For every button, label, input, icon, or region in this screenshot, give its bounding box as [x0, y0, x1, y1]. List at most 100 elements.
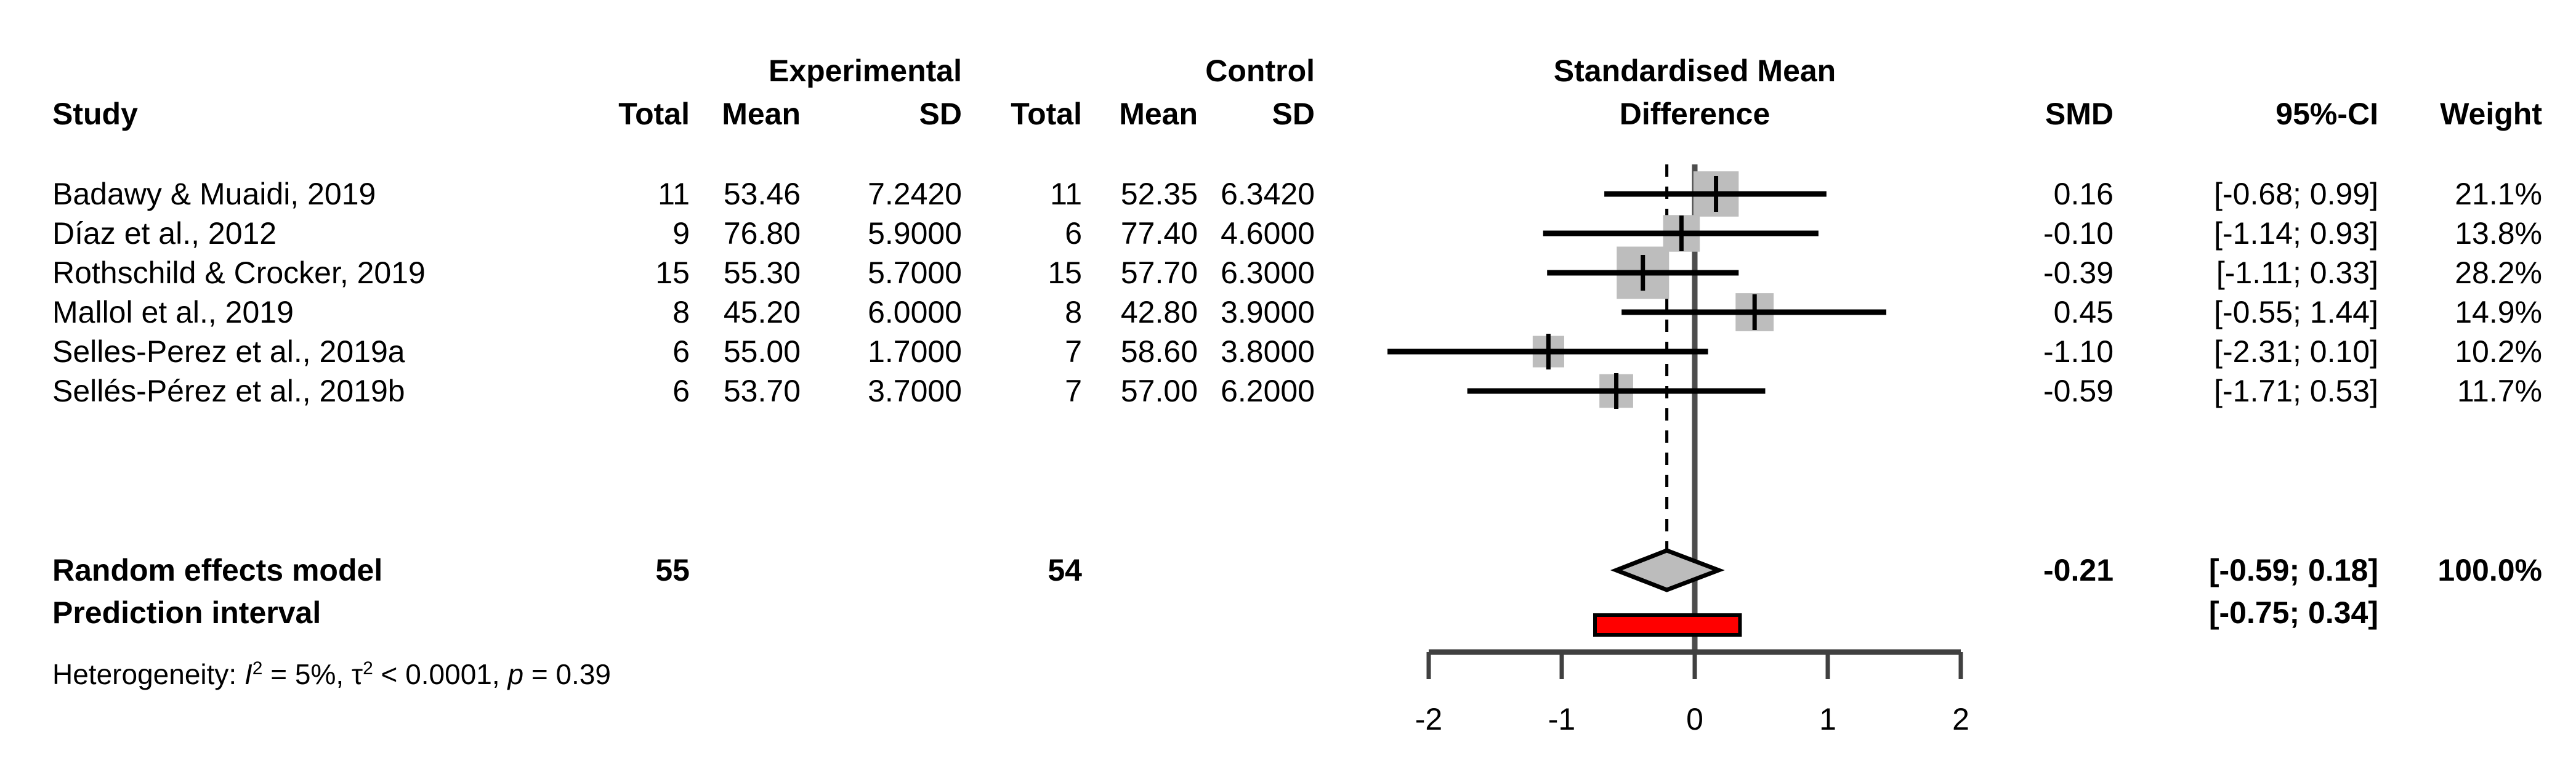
header-ctrl-sd: SD [1272, 97, 1315, 131]
pooled-smd: -0.21 [2043, 553, 2114, 587]
ctrl-total: 8 [1065, 295, 1082, 329]
ctrl-total: 6 [1065, 216, 1082, 251]
prediction-ci: [-0.75; 0.34] [2208, 595, 2378, 630]
study-row: Rothschild & Crocker, 2019 15 55.30 5.70… [0, 253, 2576, 292]
ctrl-total: 7 [1065, 334, 1082, 369]
header-exp-total: Total [618, 97, 690, 131]
ctrl-mean: 57.70 [1120, 256, 1198, 290]
axis-tick-label: 2 [1952, 702, 1969, 736]
axis-tick-label: -2 [1415, 702, 1442, 736]
ctrl-sd: 6.3000 [1221, 256, 1315, 290]
study-name: Selles-Perez et al., 2019a [52, 334, 405, 369]
weight-value: 28.2% [2455, 256, 2542, 290]
exp-mean: 55.30 [723, 256, 801, 290]
weight-value: 13.8% [2455, 216, 2542, 251]
study-name: Mallol et al., 2019 [52, 295, 294, 329]
exp-mean: 53.46 [723, 177, 801, 211]
weight-value: 14.9% [2455, 295, 2542, 329]
prediction-interval-bar [1593, 613, 1742, 637]
study-row: Selles-Perez et al., 2019a 6 55.00 1.700… [0, 332, 2576, 371]
ctrl-total: 11 [1050, 177, 1082, 211]
ci-value: [-2.31; 0.10] [2214, 334, 2378, 369]
header-effect-title-line2: Difference [1619, 97, 1770, 131]
study-row: Badawy & Muaidi, 2019 11 53.46 7.2420 11… [0, 174, 2576, 214]
het-p-value: = 0.39 [523, 658, 611, 690]
pooled-exp-total: 55 [655, 553, 690, 587]
study-row: Mallol et al., 2019 8 45.20 6.0000 8 42.… [0, 292, 2576, 332]
exp-sd: 5.7000 [868, 256, 962, 290]
header-ctrl-total: Total [1011, 97, 1082, 131]
ci-value: [-1.11; 0.33] [2216, 256, 2378, 290]
smd-value: -1.10 [2043, 334, 2114, 369]
header-control-group: Control [1205, 54, 1315, 88]
exp-total: 6 [672, 374, 690, 408]
ctrl-sd: 3.8000 [1221, 334, 1315, 369]
ctrl-mean: 57.00 [1120, 374, 1198, 408]
weight-value: 11.7% [2457, 374, 2542, 408]
header-experimental-group: Experimental [768, 54, 962, 88]
exp-total: 8 [672, 295, 690, 329]
het-tau-symbol: τ [351, 658, 363, 690]
het-i-value: = 5%, [262, 658, 352, 690]
exp-sd: 5.9000 [868, 216, 962, 251]
ctrl-sd: 4.6000 [1221, 216, 1315, 251]
smd-value: 0.45 [2053, 295, 2114, 329]
smd-value: -0.59 [2043, 374, 2114, 408]
study-name: Rothschild & Crocker, 2019 [52, 256, 426, 290]
axis-tick-label: 1 [1819, 702, 1836, 736]
ctrl-total: 15 [1048, 256, 1082, 290]
pooled-diamond [1610, 548, 1725, 592]
pooled-ctrl-total: 54 [1048, 553, 1082, 587]
ctrl-sd: 3.9000 [1221, 295, 1315, 329]
ci-value: [-1.71; 0.53] [2214, 374, 2378, 408]
exp-sd: 6.0000 [868, 295, 962, 329]
pooled-label: Random effects model [52, 553, 383, 587]
exp-total: 6 [672, 334, 690, 369]
het-tau-superscript: 2 [363, 658, 373, 679]
axis-tick-label: 0 [1686, 702, 1703, 736]
header-smd: SMD [2045, 97, 2114, 131]
ctrl-mean: 77.40 [1120, 216, 1198, 251]
heterogeneity-note: Heterogeneity: I2 = 5%, τ2 < 0.0001, p =… [52, 655, 611, 694]
header-columns-row: Study Total Mean SD Total Mean SD Differ… [0, 94, 2576, 134]
weight-value: 10.2% [2455, 334, 2542, 369]
ci-value: [-0.55; 1.44] [2214, 295, 2378, 329]
exp-sd: 3.7000 [868, 374, 962, 408]
weight-value: 21.1% [2455, 177, 2542, 211]
prediction-label: Prediction interval [52, 595, 321, 630]
exp-mean: 76.80 [723, 216, 801, 251]
ctrl-sd: 6.3420 [1221, 177, 1315, 211]
ctrl-sd: 6.2000 [1221, 374, 1315, 408]
header-ci: 95%-CI [2275, 97, 2378, 131]
study-name: Sellés-Pérez et al., 2019b [52, 374, 405, 408]
het-tau-value: < 0.0001, [373, 658, 508, 690]
header-ctrl-mean: Mean [1119, 97, 1198, 131]
ci-value: [-0.68; 0.99] [2214, 177, 2378, 211]
study-name: Badawy & Muaidi, 2019 [52, 177, 376, 211]
exp-total: 9 [672, 216, 690, 251]
exp-sd: 1.7000 [868, 334, 962, 369]
ctrl-mean: 42.80 [1120, 295, 1198, 329]
smd-value: -0.39 [2043, 256, 2114, 290]
exp-mean: 45.20 [723, 295, 801, 329]
exp-mean: 55.00 [723, 334, 801, 369]
het-p-symbol: p [507, 658, 524, 690]
het-i-symbol: I [244, 658, 252, 690]
header-exp-mean: Mean [722, 97, 801, 131]
het-i-superscript: 2 [252, 658, 263, 679]
prediction-row: Prediction interval [-0.75; 0.34] [0, 593, 2576, 632]
exp-total: 15 [655, 256, 690, 290]
axis-tick-label: -1 [1548, 702, 1575, 736]
ci-value: [-1.14; 0.93] [2214, 216, 2378, 251]
study-row: Díaz et al., 2012 9 76.80 5.9000 6 77.40… [0, 214, 2576, 253]
pooled-row: Random effects model 55 54 -0.21 [-0.59;… [0, 550, 2576, 590]
header-weight: Weight [2440, 97, 2542, 131]
header-group-row: Experimental Control Standardised Mean [0, 51, 2576, 91]
ctrl-mean: 52.35 [1120, 177, 1198, 211]
header-effect-title-line1: Standardised Mean [1553, 54, 1836, 88]
header-exp-sd: SD [919, 97, 962, 131]
smd-value: -0.10 [2043, 216, 2114, 251]
pooled-weight: 100.0% [2437, 553, 2542, 587]
